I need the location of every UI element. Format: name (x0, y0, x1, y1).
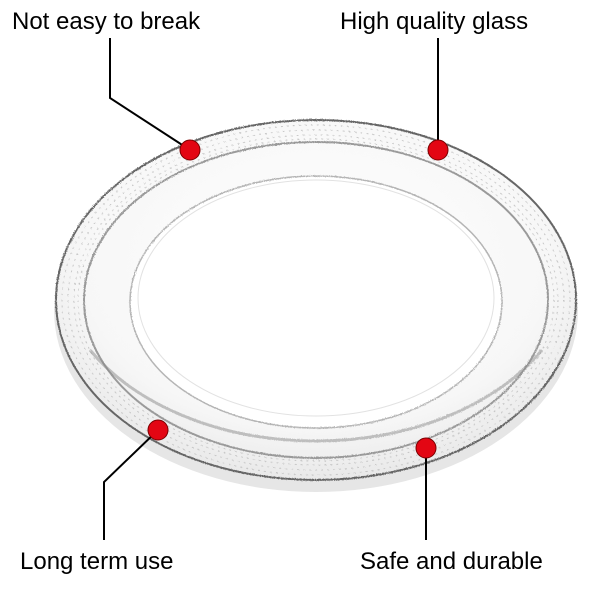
marker-high-quality-glass (428, 140, 448, 160)
label-long-term-use: Long term use (20, 548, 173, 576)
marker-long-term-use (148, 420, 168, 440)
leader-long-term-use (104, 430, 158, 540)
marker-not-easy-to-break (180, 140, 200, 160)
leader-not-easy-to-break (110, 38, 190, 150)
label-not-easy-to-break: Not easy to break (12, 8, 200, 36)
callout-layer (0, 0, 600, 600)
label-high-quality-glass: High quality glass (340, 8, 528, 36)
infographic-stage: Not easy to break High quality glass Lon… (0, 0, 600, 600)
marker-safe-and-durable (416, 438, 436, 458)
label-safe-and-durable: Safe and durable (360, 548, 543, 576)
